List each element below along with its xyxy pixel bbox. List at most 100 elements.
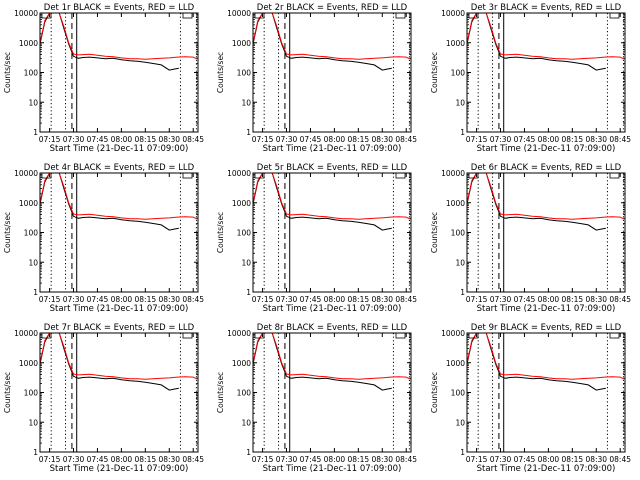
y-tick-label: 10 (455, 258, 465, 267)
y-tick-label: 100 (451, 389, 466, 398)
series-group (253, 333, 410, 391)
x-tick-label: 08:15 (135, 135, 157, 144)
corner-box-right (395, 172, 406, 179)
x-tick-label: 08:15 (562, 135, 584, 144)
y-tick-label: 10000 (227, 9, 251, 18)
x-tick-label: 07:15 (39, 135, 61, 144)
y-tick-label: 10000 (14, 329, 38, 338)
marker-lines (50, 173, 197, 292)
y-tick-label: 1 (246, 288, 251, 297)
x-tick-label: 07:15 (39, 295, 61, 304)
x-tick-label: 07:30 (490, 455, 512, 464)
detector-panel-5: Det 5r BLACK = Events, RED = LLD 1 10 100 10… (216, 163, 417, 314)
corner-box-right (609, 172, 620, 179)
x-tick-label: 08:30 (371, 135, 393, 144)
x-tick-label: 07:45 (514, 135, 536, 144)
events-series-line (40, 13, 179, 71)
events-series-line (467, 333, 606, 391)
x-tick-label: 08:45 (182, 135, 204, 144)
y-tick-label: 10 (241, 98, 251, 107)
marker-lines (263, 13, 410, 132)
lld-series-line (253, 333, 410, 380)
plot-frame (39, 332, 199, 453)
y-tick-label: 100 (451, 229, 466, 238)
series-group (467, 333, 624, 391)
marker-lines (50, 13, 197, 132)
x-tick-label: 08:00 (538, 455, 560, 464)
x-tick-label: 08:00 (324, 295, 346, 304)
lld-series-line (467, 333, 624, 380)
y-tick-label: 10 (28, 418, 38, 427)
x-tick-label: 07:45 (300, 455, 322, 464)
y-tick-label: 10000 (227, 329, 251, 338)
y-tick-label: 1000 (446, 39, 465, 48)
marker-lines (50, 333, 197, 452)
y-axis-label: Counts/sec (430, 372, 439, 413)
x-tick-label: 07:45 (300, 295, 322, 304)
y-tick-label: 10000 (441, 169, 465, 178)
y-tick-label: 1000 (19, 39, 38, 48)
x-tick-label: 07:15 (466, 295, 488, 304)
y-tick-label: 1 (33, 128, 38, 137)
x-axis-label: Start Time (21-Dec-11 07:09:00) (50, 304, 189, 314)
x-axis-label: Start Time (21-Dec-11 07:09:00) (50, 464, 189, 474)
y-tick-label: 10000 (441, 329, 465, 338)
series-group (40, 13, 197, 71)
detector-panel-8: Det 8r BLACK = Events, RED = LLD 1 10 100 10… (216, 323, 417, 474)
y-axis-label: Counts/sec (216, 52, 225, 93)
corner-box-right (182, 172, 193, 179)
panel-title: Det 4r BLACK = Events, RED = LLD (44, 163, 195, 173)
x-tick-label: 08:30 (585, 295, 607, 304)
y-tick-label: 10 (455, 98, 465, 107)
x-tick-label: 07:15 (252, 295, 274, 304)
x-tick-label: 08:45 (609, 135, 631, 144)
y-tick-label: 1000 (446, 199, 465, 208)
y-tick-label: 1 (33, 288, 38, 297)
y-tick-label: 10 (28, 98, 38, 107)
y-tick-label: 100 (24, 229, 39, 238)
x-tick-label: 08:30 (585, 135, 607, 144)
plot-frame (252, 12, 412, 133)
y-axis-label: Counts/sec (3, 52, 12, 93)
x-tick-label: 08:00 (538, 295, 560, 304)
y-tick-label: 1 (460, 288, 465, 297)
x-tick-label: 07:30 (276, 135, 298, 144)
x-tick-label: 08:45 (395, 455, 417, 464)
lld-series-line (40, 333, 197, 380)
y-tick-label: 10000 (441, 9, 465, 18)
events-series-line (467, 173, 606, 231)
x-tick-label: 08:45 (395, 295, 417, 304)
x-tick-label: 08:00 (538, 135, 560, 144)
x-tick-label: 07:30 (63, 135, 85, 144)
marker-lines (477, 13, 624, 132)
x-tick-label: 08:15 (135, 295, 157, 304)
y-tick-label: 1000 (446, 359, 465, 368)
y-axis-label: Counts/sec (216, 372, 225, 413)
x-tick-label: 08:30 (371, 295, 393, 304)
x-tick-label: 07:30 (490, 135, 512, 144)
y-tick-label: 10000 (14, 169, 38, 178)
y-tick-label: 1 (460, 128, 465, 137)
x-axis-label: Start Time (21-Dec-11 07:09:00) (477, 464, 616, 474)
plot-frame (466, 172, 626, 293)
plot-frame (39, 12, 199, 133)
x-tick-label: 07:15 (466, 455, 488, 464)
y-tick-label: 1000 (232, 39, 251, 48)
x-tick-label: 08:15 (348, 135, 370, 144)
y-tick-label: 1 (460, 448, 465, 457)
x-tick-label: 08:45 (609, 455, 631, 464)
corner-box-right (395, 332, 406, 339)
y-tick-label: 1 (246, 128, 251, 137)
lld-series-line (253, 13, 410, 60)
x-tick-label: 07:15 (252, 135, 274, 144)
x-tick-label: 08:45 (395, 135, 417, 144)
x-tick-label: 08:00 (111, 455, 133, 464)
detector-panel-4: Det 4r BLACK = Events, RED = LLD 1 10 100 10… (3, 163, 204, 314)
y-tick-label: 1000 (232, 359, 251, 368)
x-tick-label: 07:45 (300, 135, 322, 144)
series-group (253, 173, 410, 231)
detector-panel-7: Det 7r BLACK = Events, RED = LLD 1 10 100 10… (3, 323, 204, 474)
y-tick-label: 1000 (232, 199, 251, 208)
x-tick-label: 07:45 (514, 295, 536, 304)
